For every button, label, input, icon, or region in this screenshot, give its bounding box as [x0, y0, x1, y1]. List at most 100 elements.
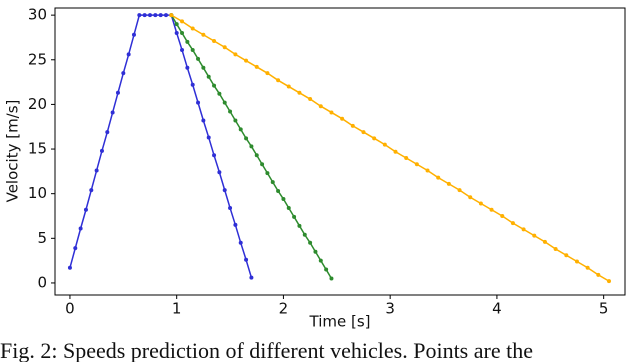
data-point	[324, 267, 329, 272]
data-point	[270, 180, 275, 185]
data-point	[318, 104, 323, 109]
data-point	[174, 30, 179, 35]
data-point	[222, 100, 227, 105]
data-point	[148, 13, 152, 18]
data-point	[478, 201, 483, 206]
x-tick-label: 2	[279, 300, 289, 318]
data-point	[500, 213, 505, 218]
data-point	[606, 279, 611, 284]
data-point	[574, 259, 579, 264]
y-tick-label: 20	[28, 95, 47, 113]
data-point	[233, 222, 238, 227]
data-point	[564, 253, 569, 258]
data-point	[190, 82, 195, 87]
data-point	[233, 118, 238, 123]
data-point	[185, 39, 190, 44]
data-point	[276, 78, 281, 83]
data-point	[110, 110, 115, 115]
data-point	[196, 56, 201, 61]
series-line	[170, 14, 610, 282]
data-point	[308, 97, 313, 102]
data-point	[244, 136, 249, 141]
data-point	[260, 162, 265, 167]
data-point	[244, 257, 249, 262]
y-tick-label: 5	[37, 229, 47, 247]
data-point	[73, 246, 78, 251]
data-point	[542, 239, 547, 244]
data-point	[185, 65, 190, 70]
data-point	[206, 74, 211, 79]
data-point	[521, 227, 526, 232]
data-point	[276, 189, 281, 194]
data-point	[286, 205, 291, 210]
data-point	[212, 39, 217, 44]
y-tick-label: 10	[28, 184, 47, 202]
data-point	[254, 64, 259, 69]
data-point	[196, 100, 201, 105]
data-point	[457, 188, 462, 193]
data-point	[510, 221, 515, 226]
data-point	[137, 13, 142, 18]
data-point	[238, 127, 243, 132]
x-axis-label: Time [s]	[309, 313, 371, 331]
data-point	[201, 118, 206, 123]
data-point	[340, 116, 345, 121]
data-point	[206, 135, 211, 140]
data-point	[414, 162, 419, 167]
data-point	[436, 175, 441, 180]
series-line	[69, 14, 253, 278]
data-point	[265, 71, 270, 76]
data-point	[329, 276, 334, 281]
data-point	[190, 26, 195, 31]
data-point	[180, 19, 185, 24]
data-point	[244, 58, 249, 63]
data-point	[281, 197, 286, 202]
data-point	[212, 153, 217, 158]
data-point	[297, 223, 302, 228]
data-point	[393, 149, 398, 154]
data-point	[292, 214, 297, 219]
data-point	[489, 207, 494, 212]
x-tick-label: 4	[492, 300, 502, 318]
data-point	[78, 226, 83, 231]
plot-frame	[54, 7, 626, 296]
data-point	[468, 195, 473, 200]
data-point	[212, 83, 217, 88]
data-point	[222, 188, 227, 193]
data-point	[99, 148, 104, 153]
data-point	[297, 90, 302, 95]
data-point	[83, 207, 88, 212]
data-point	[265, 171, 270, 176]
data-point	[180, 30, 185, 35]
data-point	[361, 130, 366, 135]
x-tick-label: 3	[385, 300, 395, 318]
y-tick-label: 0	[37, 273, 47, 291]
data-point	[382, 142, 387, 147]
data-point	[286, 84, 291, 89]
data-point	[142, 13, 147, 18]
data-point	[115, 90, 120, 95]
y-tick-label: 30	[28, 6, 47, 24]
data-point	[228, 109, 233, 114]
data-point	[532, 233, 537, 238]
data-point	[404, 155, 409, 160]
data-point	[553, 247, 558, 252]
data-point	[153, 13, 158, 18]
data-point	[67, 265, 72, 270]
data-point	[249, 144, 254, 149]
data-point	[94, 168, 99, 173]
data-point	[233, 52, 238, 57]
x-tick-label: 1	[172, 300, 182, 318]
data-point	[596, 272, 601, 277]
data-point	[425, 168, 430, 173]
data-point	[302, 232, 307, 237]
data-point	[105, 130, 110, 135]
data-point	[121, 71, 126, 76]
data-point	[372, 136, 377, 141]
y-axis-label: Velocity [m/s]	[4, 100, 22, 203]
data-point	[164, 13, 169, 18]
data-point	[158, 13, 163, 18]
data-point	[585, 265, 590, 270]
data-point	[180, 47, 185, 52]
data-point	[217, 170, 222, 175]
